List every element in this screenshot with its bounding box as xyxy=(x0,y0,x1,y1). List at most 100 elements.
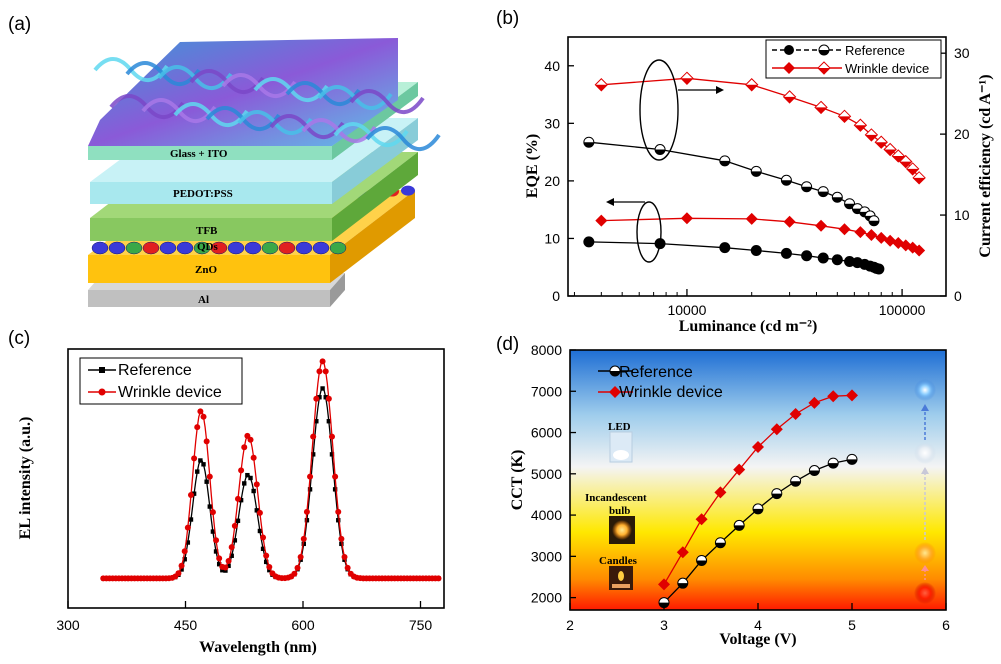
arrowhead-left xyxy=(606,198,614,206)
legend-b: Reference Wrinkle device xyxy=(765,39,942,79)
annotation-incandescent: Incandescent xyxy=(585,492,647,504)
data-point-b xyxy=(817,252,829,264)
spectrum-point xyxy=(185,540,191,545)
spectrum-point xyxy=(182,557,187,562)
data-point-d-fill xyxy=(828,463,839,469)
legend-label-wrinkle-c: Wrinkle device xyxy=(118,384,222,401)
spectrum-point xyxy=(323,395,328,400)
legend-label-reference-b: Reference xyxy=(845,43,905,58)
spectrum-point xyxy=(238,467,245,474)
data-point-d xyxy=(846,389,858,402)
wrinkle-ridge xyxy=(349,89,425,114)
data-point-b xyxy=(838,223,851,236)
spectrum-point xyxy=(317,395,322,400)
layer-label-pedot: PEDOT:PSS xyxy=(173,188,233,200)
data-point-b-fill xyxy=(818,191,829,197)
data-point-b-fill xyxy=(801,186,812,192)
spectrum-point xyxy=(223,568,228,573)
y-tick-label-d: 3000 xyxy=(531,548,562,564)
data-point-b-fill xyxy=(655,149,666,155)
x-tick-label-b: 10000 xyxy=(667,302,706,318)
wrinkle-ridge xyxy=(365,126,441,151)
qd-dot xyxy=(244,241,262,255)
data-point-d-fill xyxy=(677,583,688,589)
legend-label-wrinkle-b: Wrinkle device xyxy=(845,61,929,76)
panel-label-c: (c) xyxy=(8,328,30,349)
spectrum-point xyxy=(225,558,232,565)
spectrum-point xyxy=(187,491,194,498)
y-tick-label-b: 40 xyxy=(544,58,560,74)
y-tick-label-d: 8000 xyxy=(531,342,562,358)
spectrum-point xyxy=(326,419,332,424)
data-point-d xyxy=(808,396,821,409)
spectrum-point xyxy=(181,548,188,555)
data-point-d xyxy=(770,423,783,436)
ellipse-annotation-bottom xyxy=(636,201,662,263)
data-point-d-fill xyxy=(790,481,801,487)
spectrum-point xyxy=(216,562,222,567)
spectrum-point xyxy=(241,444,248,451)
data-point-b-fill xyxy=(745,84,758,91)
white-glow-icon xyxy=(914,442,936,464)
y-axis-title-d: CCT (K) xyxy=(509,450,526,511)
data-point-b xyxy=(783,215,796,228)
spectrum-point xyxy=(310,452,316,457)
qd-dot xyxy=(176,241,194,255)
plot-frame-b xyxy=(567,36,947,297)
data-point-b-fill xyxy=(783,96,796,103)
data-point-b-fill xyxy=(892,155,905,162)
spectrum-point xyxy=(251,488,256,494)
panel-label-d: (d) xyxy=(496,334,519,355)
qd-dot xyxy=(295,241,313,255)
data-point-d-fill xyxy=(659,602,669,608)
data-point-b-fill xyxy=(781,180,792,186)
spectrum-point xyxy=(325,395,332,402)
spectrum-point xyxy=(222,564,229,571)
data-point-b-fill xyxy=(680,78,693,85)
x-tick-label-c: 600 xyxy=(291,617,315,633)
spectrum-point xyxy=(341,554,348,561)
data-point-b-fill xyxy=(868,220,879,226)
data-point-d-fill xyxy=(847,459,857,465)
data-point-b-fill xyxy=(838,116,851,123)
spectrum-point xyxy=(297,554,304,561)
plot-frame-c xyxy=(67,348,445,609)
spectrum-point xyxy=(313,395,320,402)
device-stack-diagram: Al ZnO QDs TFB PEDOT:PSS xyxy=(88,38,441,307)
qd-dot xyxy=(142,241,160,255)
candle-icon xyxy=(609,566,633,590)
legend-d: Reference Wrinkle device xyxy=(598,364,723,401)
data-point-b-fill xyxy=(595,84,608,91)
data-point-d-fill xyxy=(696,560,707,566)
data-point-b xyxy=(680,212,693,225)
spectrum-point xyxy=(179,567,184,572)
x-axis-title-d: Voltage (V) xyxy=(719,631,796,648)
spectrum-point xyxy=(307,473,314,480)
spectrum-point xyxy=(231,522,238,529)
qd-dot xyxy=(227,241,245,255)
layer-label-tfb: TFB xyxy=(196,225,218,237)
spectrum-point xyxy=(291,570,298,577)
data-point-b-fill xyxy=(899,161,912,168)
annotation-led: LED xyxy=(608,421,631,433)
spectrum-point xyxy=(304,518,310,523)
spectrum-point xyxy=(200,413,207,420)
spectrum-point xyxy=(253,481,260,488)
data-point-b-fill xyxy=(875,142,888,149)
spectrum-point xyxy=(257,528,263,534)
x-tick-label-d: 3 xyxy=(660,617,668,633)
qd-dot xyxy=(261,241,279,255)
data-point-b xyxy=(780,247,792,259)
spectrum-point xyxy=(242,481,247,486)
spectrum-point xyxy=(238,497,244,503)
y2-tick-label-b: 20 xyxy=(954,126,970,142)
ellipse-annotation-top xyxy=(639,59,679,161)
data-point-b xyxy=(719,242,731,254)
spectrum-point xyxy=(184,524,191,531)
data-point-d xyxy=(789,407,802,420)
spectrum-point xyxy=(201,462,206,467)
qd-dot xyxy=(159,241,177,255)
spectrum-point xyxy=(339,541,344,547)
data-point-b xyxy=(854,226,867,239)
qd-dot-back xyxy=(401,185,415,196)
